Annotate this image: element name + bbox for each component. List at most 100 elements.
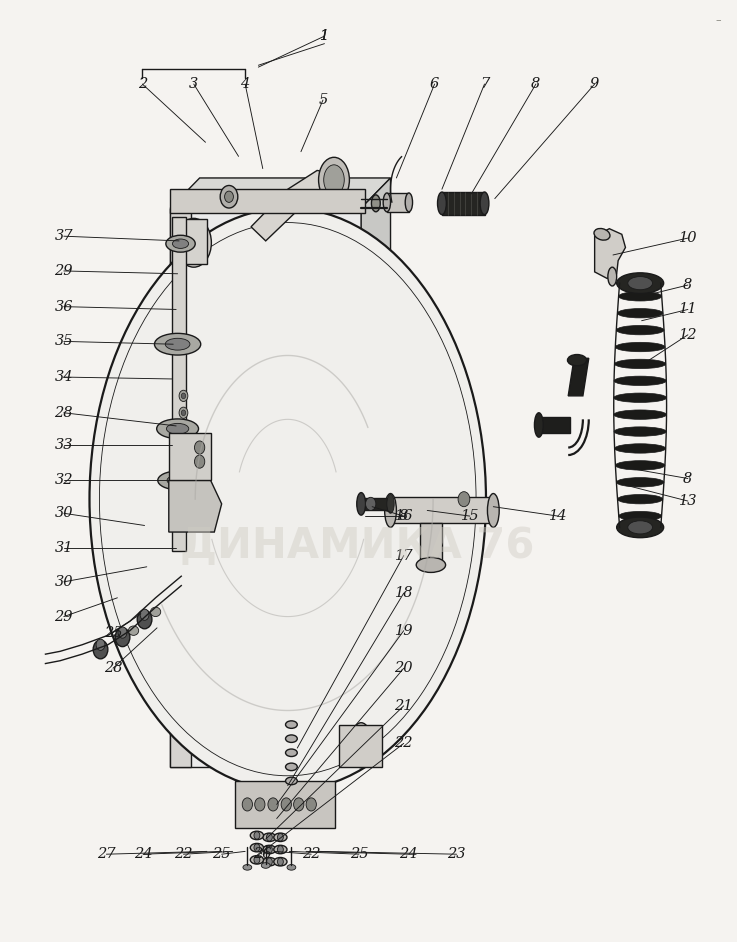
Circle shape	[281, 798, 291, 811]
Circle shape	[115, 628, 130, 646]
Ellipse shape	[616, 478, 664, 487]
Text: ДИНАМИКА 76: ДИНАМИКА 76	[181, 525, 534, 567]
Circle shape	[118, 627, 127, 638]
Text: 34: 34	[55, 370, 73, 384]
Ellipse shape	[618, 495, 663, 504]
Text: 13: 13	[679, 494, 697, 508]
Polygon shape	[361, 178, 391, 767]
Ellipse shape	[150, 608, 161, 617]
Text: 5: 5	[318, 93, 328, 107]
Text: 4: 4	[240, 77, 250, 91]
Circle shape	[277, 846, 283, 853]
Ellipse shape	[371, 195, 380, 212]
Ellipse shape	[383, 193, 391, 212]
Text: 22: 22	[174, 847, 193, 861]
Text: 8: 8	[683, 278, 693, 292]
Polygon shape	[172, 218, 186, 551]
Ellipse shape	[166, 236, 195, 252]
Ellipse shape	[158, 471, 198, 490]
Text: 28: 28	[104, 661, 122, 675]
Ellipse shape	[263, 845, 276, 853]
Text: 16: 16	[394, 509, 413, 523]
Ellipse shape	[608, 268, 617, 286]
Ellipse shape	[617, 273, 663, 294]
Circle shape	[179, 390, 188, 401]
Circle shape	[220, 186, 238, 208]
Ellipse shape	[285, 735, 297, 742]
Text: 21: 21	[394, 699, 413, 713]
Ellipse shape	[273, 857, 287, 866]
Polygon shape	[170, 208, 191, 767]
Ellipse shape	[615, 359, 666, 368]
Text: 20: 20	[394, 661, 413, 675]
Ellipse shape	[480, 192, 489, 215]
Text: 18: 18	[394, 586, 413, 600]
Text: 30: 30	[55, 575, 73, 589]
Text: 29: 29	[55, 609, 73, 624]
Ellipse shape	[285, 721, 297, 728]
Ellipse shape	[251, 855, 264, 864]
Polygon shape	[339, 724, 382, 767]
Text: –: –	[716, 15, 721, 25]
Ellipse shape	[167, 476, 188, 485]
Circle shape	[225, 191, 234, 203]
Ellipse shape	[285, 749, 297, 756]
Ellipse shape	[157, 419, 198, 439]
Polygon shape	[442, 192, 484, 215]
Polygon shape	[568, 358, 589, 396]
Ellipse shape	[594, 229, 610, 240]
Ellipse shape	[617, 517, 663, 538]
Ellipse shape	[263, 857, 276, 866]
Text: 3: 3	[189, 77, 198, 91]
Text: 11: 11	[679, 302, 697, 317]
Text: 8: 8	[531, 77, 540, 91]
Text: 29: 29	[55, 264, 73, 278]
Ellipse shape	[487, 494, 499, 528]
Circle shape	[181, 410, 186, 415]
Text: 35: 35	[55, 334, 73, 349]
Ellipse shape	[324, 165, 344, 195]
Text: 36: 36	[55, 300, 73, 314]
Ellipse shape	[176, 219, 212, 268]
Text: 31: 31	[55, 541, 73, 555]
Text: 30: 30	[55, 506, 73, 520]
Ellipse shape	[273, 833, 287, 841]
Circle shape	[306, 798, 316, 811]
Ellipse shape	[616, 325, 664, 334]
Circle shape	[254, 832, 260, 839]
Ellipse shape	[614, 393, 666, 402]
Circle shape	[458, 492, 469, 507]
Circle shape	[277, 858, 283, 866]
Circle shape	[195, 455, 205, 468]
Text: 28: 28	[55, 406, 73, 420]
Ellipse shape	[357, 493, 366, 515]
Circle shape	[267, 858, 272, 866]
Polygon shape	[420, 523, 442, 565]
Text: 10: 10	[679, 231, 697, 245]
Circle shape	[137, 610, 152, 629]
Polygon shape	[235, 781, 335, 828]
Ellipse shape	[387, 495, 394, 513]
Ellipse shape	[285, 763, 297, 771]
Ellipse shape	[128, 626, 139, 635]
Text: 8: 8	[683, 472, 693, 485]
Polygon shape	[178, 219, 207, 265]
Ellipse shape	[614, 376, 666, 385]
Ellipse shape	[385, 494, 397, 528]
Text: 32: 32	[55, 474, 73, 487]
Text: 37: 37	[55, 229, 73, 243]
Text: 33: 33	[55, 438, 73, 452]
Ellipse shape	[416, 558, 446, 573]
Ellipse shape	[251, 831, 264, 839]
Ellipse shape	[405, 193, 413, 212]
Text: 23: 23	[447, 847, 466, 861]
Polygon shape	[361, 498, 391, 510]
Polygon shape	[251, 171, 346, 241]
Ellipse shape	[182, 226, 206, 260]
Ellipse shape	[618, 309, 663, 317]
Circle shape	[179, 407, 188, 418]
Text: 25: 25	[349, 847, 368, 861]
Text: 9: 9	[590, 77, 599, 91]
Polygon shape	[387, 193, 409, 212]
Ellipse shape	[285, 777, 297, 785]
